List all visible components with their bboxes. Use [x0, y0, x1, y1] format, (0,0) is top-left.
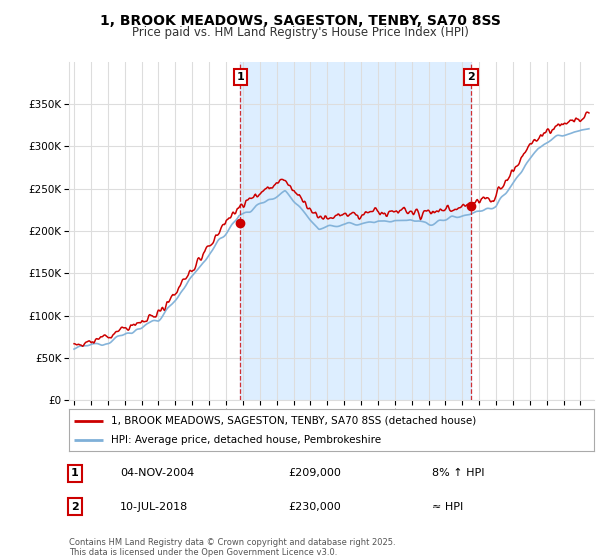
Text: 2: 2: [71, 502, 79, 512]
Text: HPI: Average price, detached house, Pembrokeshire: HPI: Average price, detached house, Pemb…: [111, 435, 381, 445]
Text: 1: 1: [236, 72, 244, 82]
Text: 1: 1: [71, 468, 79, 478]
Text: 2: 2: [467, 72, 475, 82]
Text: 10-JUL-2018: 10-JUL-2018: [120, 502, 188, 512]
Text: 1, BROOK MEADOWS, SAGESTON, TENBY, SA70 8SS (detached house): 1, BROOK MEADOWS, SAGESTON, TENBY, SA70 …: [111, 416, 476, 426]
Text: 04-NOV-2004: 04-NOV-2004: [120, 468, 194, 478]
Text: Contains HM Land Registry data © Crown copyright and database right 2025.
This d: Contains HM Land Registry data © Crown c…: [69, 538, 395, 557]
Text: £230,000: £230,000: [288, 502, 341, 512]
Text: ≈ HPI: ≈ HPI: [432, 502, 463, 512]
Text: 8% ↑ HPI: 8% ↑ HPI: [432, 468, 485, 478]
Text: £209,000: £209,000: [288, 468, 341, 478]
Text: 1, BROOK MEADOWS, SAGESTON, TENBY, SA70 8SS: 1, BROOK MEADOWS, SAGESTON, TENBY, SA70 …: [100, 14, 500, 28]
Text: Price paid vs. HM Land Registry's House Price Index (HPI): Price paid vs. HM Land Registry's House …: [131, 26, 469, 39]
Bar: [240, 62, 471, 400]
